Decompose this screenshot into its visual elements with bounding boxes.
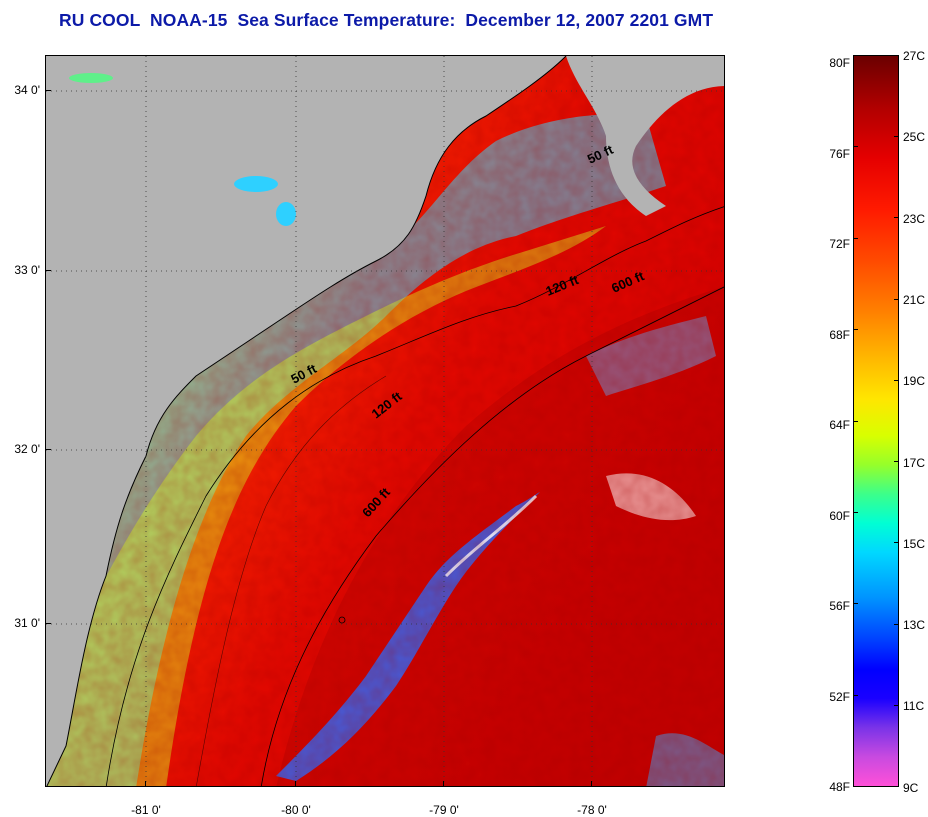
longitude-label: -80 0' (281, 803, 311, 817)
colorbar-c-label: 27C (903, 49, 926, 63)
contour-50ft-line (196, 375, 387, 786)
colorbar-c-label: 15C (903, 537, 926, 551)
land-mass-north (566, 56, 724, 216)
latitude-label: 32 0' (14, 442, 40, 456)
lon-tick (443, 781, 444, 787)
inland-water-patch (69, 73, 113, 83)
colorbar-f-tick (853, 695, 858, 696)
colorbar-f-label: 80F (829, 56, 850, 70)
latitude-label: 31 0' (14, 616, 40, 630)
lon-tick (295, 781, 296, 787)
colorbar-c-label: 13C (903, 618, 926, 632)
colorbar-c-tick (894, 461, 899, 462)
lat-tick (45, 623, 51, 624)
longitude-label: -78 0' (577, 803, 607, 817)
colorbar-f-label: 72F (829, 237, 850, 251)
temperature-colorbar (853, 55, 899, 787)
sst-map[interactable]: 50 ft 120 ft 600 ft 50 ft 120 ft 600 ft (45, 55, 725, 787)
colorbar-c-tick (894, 217, 899, 218)
inland-water-patch (276, 202, 296, 226)
grid-lines (46, 56, 724, 786)
colorbar-c-label: 25C (903, 130, 926, 144)
colorbar-f-tick (853, 512, 858, 513)
colorbar-f-tick (853, 238, 858, 239)
colorbar-f-tick (853, 603, 858, 604)
colorbar-c-tick (894, 786, 899, 787)
colorbar-c-tick (894, 542, 899, 543)
colorbar-f-label: 60F (829, 509, 850, 523)
colorbar-f-tick (853, 329, 858, 330)
land-mass (46, 56, 566, 786)
colorbar-c-label: 23C (903, 212, 926, 226)
colorbar-c-tick (894, 705, 899, 706)
colorbar-f-tick (853, 786, 858, 787)
longitude-label: -79 0' (429, 803, 459, 817)
colorbar-c-label: 17C (903, 456, 926, 470)
lat-tick (45, 449, 51, 450)
colorbar-f-label: 52F (829, 690, 850, 704)
contour-600ft-line (260, 286, 724, 786)
colorbar-f-label: 64F (829, 418, 850, 432)
coastline (46, 56, 567, 786)
colorbar-f-tick (853, 55, 858, 56)
colorbar-c-label: 11C (903, 699, 925, 713)
colorbar-f-label: 56F (829, 599, 850, 613)
colorbar-f-tick (853, 146, 858, 147)
latitude-label: 34 0' (14, 83, 40, 97)
colorbar-c-tick (894, 299, 899, 300)
colorbar-c-tick (894, 380, 899, 381)
lat-tick (45, 90, 51, 91)
colorbar-c-label: 19C (903, 374, 926, 388)
colorbar-f-tick (853, 421, 858, 422)
colorbar-c-tick (894, 136, 899, 137)
lon-tick (145, 781, 146, 787)
colorbar-c-tick (894, 55, 899, 56)
longitude-label: -81 0' (131, 803, 161, 817)
buoy-marker (338, 616, 346, 624)
inland-water-patch (234, 176, 278, 192)
colorbar-c-label: 21C (903, 293, 926, 307)
lon-tick (591, 781, 592, 787)
colorbar-f-label: 48F (829, 780, 850, 794)
colorbar-f-label: 76F (829, 147, 850, 161)
colorbar-c-label: 9C (903, 781, 919, 795)
lat-tick (45, 270, 51, 271)
contour-120ft-line (105, 206, 724, 786)
sst-map-canvas: 50 ft 120 ft 600 ft 50 ft 120 ft 600 ft (46, 56, 724, 786)
map-title: RU COOL NOAA-15 Sea Surface Temperature:… (59, 10, 714, 30)
colorbar-c-tick (894, 624, 899, 625)
latitude-label: 33 0' (14, 263, 40, 277)
colorbar-f-label: 68F (829, 328, 850, 342)
